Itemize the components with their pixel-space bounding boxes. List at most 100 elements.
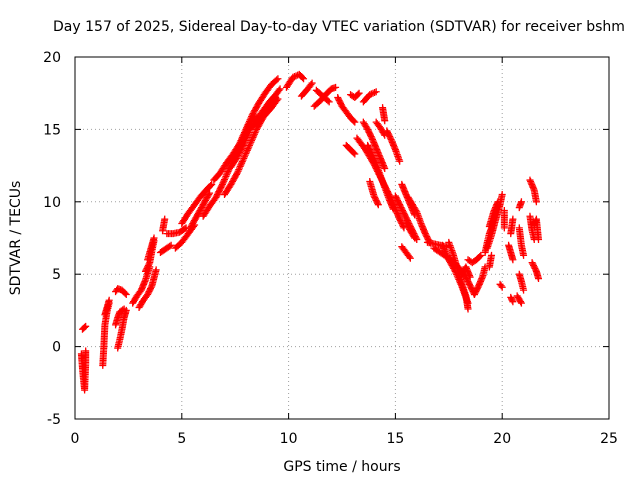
- data-point: [251, 129, 259, 137]
- data-point: [242, 150, 250, 158]
- data-point: [236, 162, 244, 170]
- data-point: [498, 191, 506, 199]
- data-point: [517, 298, 525, 306]
- data-point: [406, 254, 414, 262]
- data-point: [122, 290, 130, 298]
- data-point: [152, 266, 160, 274]
- data-point: [276, 85, 284, 93]
- data-point: [120, 305, 128, 313]
- data-point: [235, 164, 243, 172]
- data-point: [509, 215, 517, 223]
- data-point: [275, 86, 283, 94]
- x-tick-label: 15: [386, 431, 404, 447]
- data-point: [389, 205, 397, 213]
- data-point: [396, 157, 404, 165]
- data-point: [244, 145, 252, 153]
- data-point: [535, 235, 543, 243]
- data-point: [235, 166, 243, 174]
- data-point: [535, 275, 543, 283]
- data-point: [307, 81, 315, 89]
- data-point: [250, 130, 258, 138]
- data-point: [241, 151, 249, 159]
- x-axis-label: GPS time / hours: [283, 459, 400, 475]
- x-tick-label: 20: [493, 431, 511, 447]
- data-point: [205, 191, 213, 199]
- data-point: [239, 156, 247, 164]
- data-point: [325, 98, 333, 106]
- data-point: [224, 168, 232, 176]
- data-point: [332, 83, 340, 91]
- data-point: [372, 88, 380, 96]
- data-point: [237, 161, 245, 169]
- data-point: [443, 251, 451, 259]
- data-point: [290, 73, 298, 81]
- data-point: [223, 171, 231, 179]
- data-points: [77, 70, 543, 394]
- data-point: [238, 159, 246, 167]
- data-point: [238, 158, 246, 166]
- data-point: [245, 117, 253, 125]
- data-point: [246, 116, 254, 124]
- data-point: [439, 243, 447, 251]
- data-point: [369, 89, 377, 97]
- data-point: [243, 133, 251, 141]
- data-point: [219, 179, 227, 187]
- data-point: [324, 97, 332, 105]
- data-point: [221, 174, 229, 182]
- data-point: [476, 252, 484, 260]
- data-point: [367, 90, 375, 98]
- data-point: [221, 176, 229, 184]
- data-point: [147, 283, 155, 291]
- data-point: [441, 246, 449, 254]
- data-point: [243, 146, 251, 154]
- data-point: [223, 169, 231, 177]
- data-point: [500, 224, 508, 232]
- data-point: [410, 233, 418, 241]
- data-point: [498, 283, 506, 291]
- data-point: [240, 153, 248, 161]
- data-point: [351, 150, 359, 158]
- data-point: [351, 118, 359, 126]
- data-point: [207, 182, 215, 190]
- data-point: [520, 251, 528, 259]
- data-point: [508, 296, 516, 304]
- data-point: [161, 215, 169, 223]
- data-point: [466, 273, 474, 281]
- data-point: [218, 180, 226, 188]
- data-point: [121, 289, 129, 297]
- data-point: [532, 198, 540, 206]
- data-point: [82, 347, 90, 355]
- data-point: [240, 140, 248, 148]
- data-point: [308, 79, 316, 87]
- data-point: [355, 89, 363, 97]
- data-point: [242, 135, 250, 143]
- data-point: [381, 117, 389, 125]
- data-point: [81, 323, 89, 331]
- data-point: [517, 198, 525, 206]
- data-point: [243, 148, 251, 156]
- data-point: [520, 286, 528, 294]
- data-point: [350, 149, 358, 157]
- data-point: [374, 199, 382, 207]
- data-point: [245, 129, 253, 137]
- data-point: [105, 296, 113, 304]
- data-point: [381, 164, 389, 172]
- x-tick-label: 5: [177, 431, 186, 447]
- data-point: [239, 141, 247, 149]
- data-point: [241, 137, 249, 145]
- data-point: [442, 249, 450, 257]
- data-point: [246, 140, 254, 148]
- data-point: [411, 234, 419, 242]
- data-point: [289, 73, 297, 81]
- data-point: [300, 75, 308, 83]
- data-point: [247, 138, 255, 146]
- data-point: [441, 248, 449, 256]
- data-point: [477, 251, 485, 259]
- data-point: [366, 91, 374, 99]
- y-tick-label: -5: [47, 412, 61, 428]
- data-point: [350, 117, 358, 125]
- data-point: [443, 253, 451, 261]
- data-point: [243, 132, 251, 140]
- data-point: [206, 189, 214, 197]
